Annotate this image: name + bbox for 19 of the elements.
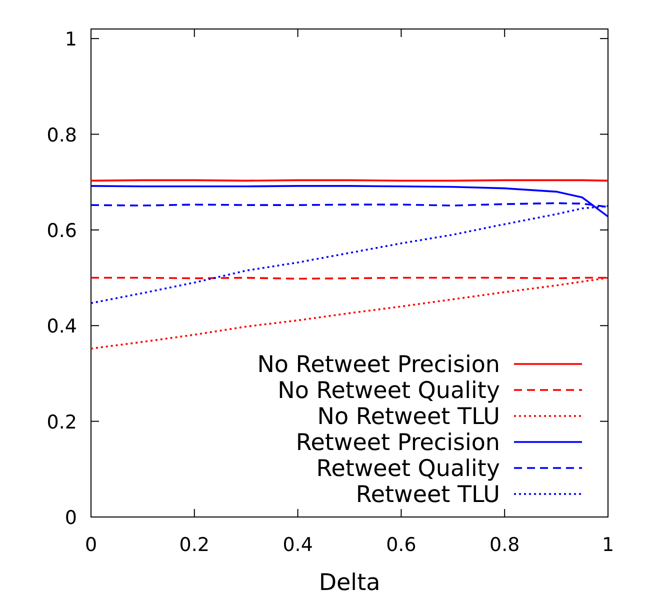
legend-label: No Retweet Precision: [257, 352, 500, 378]
x-tick-label: 0.4: [282, 534, 313, 556]
y-tick-label: 0: [64, 507, 77, 529]
legend-label: No Retweet Quality: [278, 378, 500, 404]
y-tick-label: 0.8: [46, 124, 77, 146]
x-tick-label: 1: [602, 534, 614, 556]
x-tick-label: 0.8: [489, 534, 520, 556]
y-tick-label: 0.4: [46, 316, 77, 338]
x-axis-title: Delta: [318, 570, 380, 596]
x-tick-label: 0: [84, 534, 98, 556]
legend-label: Retweet Quality: [316, 456, 500, 482]
y-tick-label: 1: [64, 28, 77, 51]
x-tick-label: 0.2: [179, 534, 210, 556]
y-tick-label: 0.2: [46, 411, 77, 434]
y-tick-label: 0.6: [46, 220, 77, 242]
legend-label: Retweet Precision: [296, 430, 500, 456]
legend-label: Retweet TLU: [356, 482, 500, 508]
x-tick-label: 0.6: [386, 534, 416, 556]
legend-label: No Retweet TLU: [317, 404, 500, 430]
